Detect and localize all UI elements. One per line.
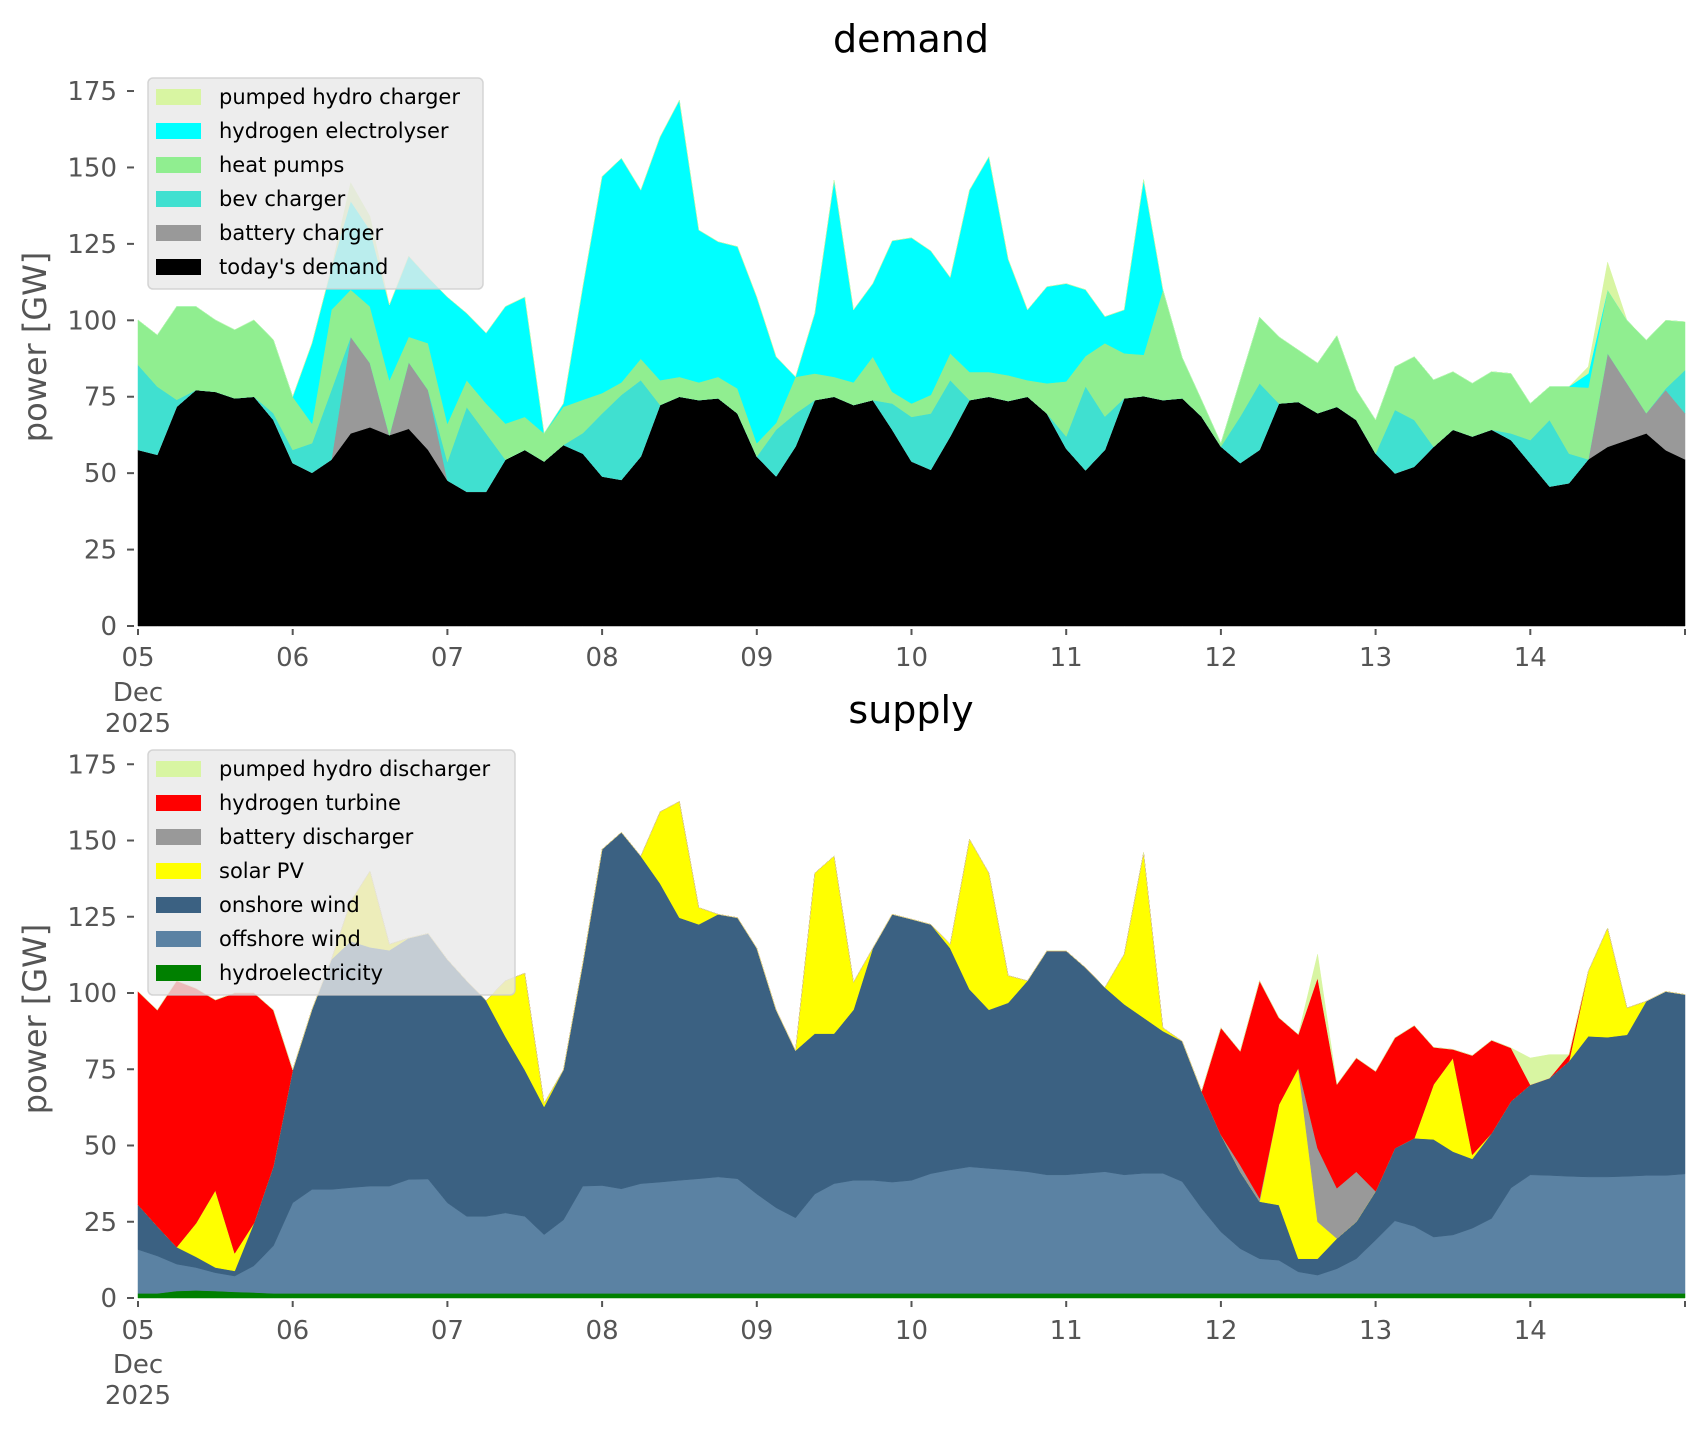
x-tick-label: 06 [276, 1316, 309, 1346]
legend-label: offshore wind [219, 927, 361, 951]
legend-label: heat pumps [219, 153, 344, 177]
legend-item-offshore-wind: offshore wind [156, 927, 361, 951]
legend-box [147, 749, 516, 996]
legend-swatch [156, 191, 201, 207]
legend-item-battery-discharger: battery discharger [156, 825, 414, 849]
legend-label: solar PV [219, 859, 304, 883]
x-tick-year-label: 2025 [105, 1381, 171, 1411]
x-tick-label: 13 [1359, 643, 1392, 673]
x-tick-label: 09 [740, 1316, 773, 1346]
legend-label: battery discharger [219, 825, 414, 849]
x-tick-label: 06 [276, 643, 309, 673]
legend-label: today's demand [219, 255, 388, 279]
y-axis-label: power [GW] [16, 924, 54, 1114]
y-tick-label: 50 [84, 1132, 117, 1162]
legend-swatch [156, 897, 201, 913]
legend-swatch [156, 829, 201, 845]
legend-label: hydroelectricity [219, 961, 383, 985]
legend-item-bev-charger: bev charger [156, 187, 346, 211]
y-axis-label: power [GW] [16, 252, 54, 442]
x-tick-label: 12 [1204, 1316, 1237, 1346]
legend-item-today-s-demand: today's demand [156, 255, 388, 279]
x-tick-label: 07 [431, 643, 464, 673]
x-tick-month-label: Dec [113, 1350, 163, 1380]
chart-title: supply [848, 688, 973, 732]
x-tick-label: 10 [895, 1316, 928, 1346]
y-tick-label: 175 [67, 750, 117, 780]
legend-swatch [156, 931, 201, 947]
legend-item-hydroelectricity: hydroelectricity [156, 961, 383, 985]
y-tick-label: 100 [67, 306, 117, 336]
legend-label: hydrogen turbine [219, 791, 401, 815]
legend-swatch [156, 89, 201, 105]
legend-label: onshore wind [219, 893, 360, 917]
legend-swatch [156, 259, 201, 275]
legend-swatch [156, 123, 201, 139]
legend: pumped hydro charger hydrogen electrolyse… [147, 77, 484, 290]
y-tick-label: 25 [84, 536, 117, 566]
x-tick-label: 11 [1050, 1316, 1083, 1346]
y-tick-label: 125 [67, 903, 117, 933]
x-tick-label: 12 [1204, 643, 1237, 673]
legend-label: hydrogen electrolyser [219, 119, 449, 143]
legend-item-hydrogen-electrolyser: hydrogen electrolyser [156, 119, 449, 143]
y-tick-label: 75 [84, 1055, 117, 1085]
y-tick-label: 0 [100, 612, 117, 642]
y-axis: 0 25 50 75 100 125 150 175 power [GW] [16, 77, 134, 642]
legend-swatch [156, 965, 201, 981]
chart-title: demand [833, 17, 989, 61]
legend-label: bev charger [219, 187, 346, 211]
x-tick-label: 08 [586, 1316, 619, 1346]
stacked-areas [137, 801, 1686, 1299]
legend-swatch [156, 795, 201, 811]
y-tick-label: 150 [67, 153, 117, 183]
legend-swatch [156, 863, 201, 879]
x-tick-label: 13 [1359, 1316, 1392, 1346]
x-tick-label: 05 [121, 1316, 154, 1346]
x-tick-label: 14 [1514, 1316, 1547, 1346]
legend-item-pumped-hydro-discharger: pumped hydro discharger [156, 757, 490, 781]
x-tick-label: 05 [121, 643, 154, 673]
legend-box [147, 77, 484, 290]
y-tick-label: 0 [100, 1284, 117, 1314]
y-tick-label: 175 [67, 77, 117, 107]
x-tick-label: 09 [740, 643, 773, 673]
legend-item-hydrogen-turbine: hydrogen turbine [156, 791, 401, 815]
x-tick-label: 11 [1050, 643, 1083, 673]
y-tick-label: 25 [84, 1208, 117, 1238]
legend-item-battery-charger: battery charger [156, 221, 384, 245]
x-tick-year-label: 2025 [105, 709, 171, 739]
x-tick-label: 07 [431, 1316, 464, 1346]
x-tick-label: 14 [1514, 643, 1547, 673]
legend-label: pumped hydro discharger [219, 757, 490, 781]
legend-swatch [156, 225, 201, 241]
y-tick-label: 150 [67, 827, 117, 857]
y-tick-label: 125 [67, 230, 117, 260]
area-pumped-hydro-discharger [137, 801, 1686, 1105]
legend-item-pumped-hydro-charger: pumped hydro charger [156, 85, 460, 109]
legend-swatch [156, 157, 201, 173]
legend: pumped hydro discharger hydrogen turbine b… [147, 749, 516, 996]
y-axis: 0 25 50 75 100 125 150 175 power [GW] [16, 750, 134, 1314]
legend-label: pumped hydro charger [219, 85, 460, 109]
y-tick-label: 50 [84, 459, 117, 489]
legend-item-solar-pv: solar PV [156, 859, 304, 883]
x-tick-month-label: Dec [113, 678, 163, 708]
legend-item-heat-pumps: heat pumps [156, 153, 344, 177]
stacked-areas [137, 99, 1686, 627]
legend-label: battery charger [219, 221, 384, 245]
legend-swatch [156, 761, 201, 777]
x-tick-label: 08 [586, 643, 619, 673]
area-pumped-hydro-charger [137, 99, 1686, 444]
x-tick-label: 10 [895, 643, 928, 673]
y-tick-label: 75 [84, 383, 117, 413]
y-tick-label: 100 [67, 979, 117, 1009]
legend-item-onshore-wind: onshore wind [156, 893, 360, 917]
